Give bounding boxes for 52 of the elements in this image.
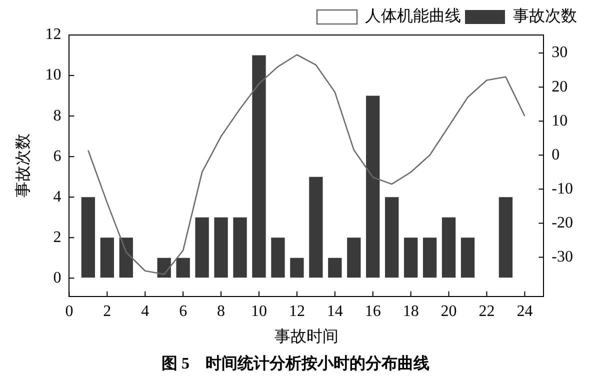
x-tick-label: 8: [217, 303, 226, 320]
y-tick-label: 0: [53, 269, 62, 286]
x-tick-label: 14: [326, 303, 343, 320]
x-tick-label: 20: [440, 303, 457, 320]
bar: [442, 217, 456, 278]
y2-tick-label: -20: [552, 214, 573, 232]
bar: [404, 238, 418, 278]
bar: [366, 96, 380, 278]
y2-tick-label: 10: [552, 112, 568, 130]
bar: [100, 238, 114, 278]
y-axis-title: 事故次数: [14, 134, 32, 198]
x-axis-title: 事故时间: [274, 327, 338, 346]
bar: [176, 258, 190, 278]
y-tick-label: 2: [53, 228, 62, 246]
bar: [119, 238, 133, 278]
x-tick-label: 12: [288, 303, 305, 320]
y-tick-label: 12: [45, 26, 62, 44]
bar: [498, 197, 513, 278]
y-tick-label: 8: [53, 107, 62, 124]
y2-tick-label: 0: [552, 146, 560, 164]
x-tick-label: 6: [179, 303, 188, 320]
y2-tick-label: 30: [552, 44, 568, 62]
bar: [252, 55, 266, 278]
y2-tick-label: -30: [552, 248, 573, 266]
y-tick-label: 10: [45, 66, 62, 84]
legend-label: 事故次数: [513, 7, 577, 26]
x-tick-label: 16: [364, 303, 381, 320]
bar: [422, 238, 437, 278]
text: 图 5 时间统计分析按小时的分布曲线: [162, 354, 430, 373]
bar: [233, 217, 247, 278]
y2-tick-label: -10: [552, 180, 573, 198]
bar: [328, 258, 342, 278]
bar: [460, 238, 475, 278]
x-tick-label: 4: [141, 303, 150, 320]
y-tick-label: 6: [53, 148, 62, 165]
x-tick-label: 0: [65, 303, 74, 320]
x-tick-label: 24: [516, 303, 533, 320]
bar: [81, 197, 96, 278]
bar: [195, 217, 209, 278]
x-tick-label: 10: [250, 303, 267, 320]
bar: [271, 238, 285, 278]
bar: [385, 197, 399, 278]
bar: [309, 176, 323, 278]
legend-label: 人体机能曲线: [365, 7, 461, 26]
x-tick-label: 18: [402, 303, 419, 320]
bar: [347, 238, 361, 278]
x-tick-label: 2: [103, 303, 112, 320]
y2-tick-label: 20: [552, 78, 568, 96]
y-tick-label: 4: [53, 188, 62, 206]
bar: [214, 217, 228, 278]
x-tick-label: 22: [478, 303, 495, 320]
bar: [290, 258, 304, 278]
